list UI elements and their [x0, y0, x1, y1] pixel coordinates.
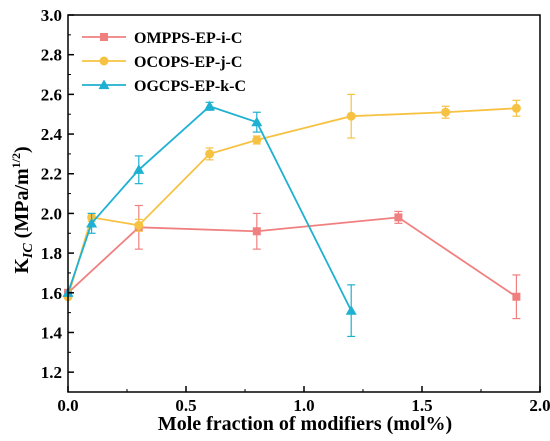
y-tick-label: 1.8	[41, 244, 62, 263]
data-point	[346, 111, 356, 121]
y-tick-label: 2.8	[41, 46, 62, 65]
x-tick-label: 1.5	[411, 396, 432, 415]
legend-label: OGCPS-EP-k-C	[134, 78, 246, 95]
legend-marker	[100, 33, 108, 41]
x-tick-label: 0.5	[175, 396, 196, 415]
data-point	[134, 220, 144, 230]
legend-label: OMPPS-EP-i-C	[134, 30, 242, 47]
y-tick-label: 3.0	[41, 6, 62, 25]
data-point	[133, 164, 145, 174]
legend-label: OCOPS-EP-j-C	[134, 54, 242, 71]
legend-marker	[98, 79, 110, 90]
data-point	[252, 135, 262, 145]
y-tick-label: 1.4	[41, 323, 63, 342]
x-axis-title: Mole fraction of modifiers (mol%)	[158, 413, 452, 435]
y-axis-ticks: 1.2 1.4 1.6 1.8 2.0 2.2 2.4 2.6 2.8 3.0	[41, 6, 74, 382]
data-point	[345, 305, 357, 315]
legend: OMPPS-EP-i-C OCOPS-EP-j-C OGCPS-EP-k-C	[82, 30, 246, 95]
data-point	[205, 149, 215, 159]
y-tick-label: 2.2	[41, 165, 62, 184]
data-point	[204, 100, 216, 111]
plot-layer	[62, 93, 521, 338]
data-point	[511, 103, 521, 113]
data-point	[251, 116, 263, 127]
series-2	[63, 93, 521, 302]
data-point	[252, 227, 261, 236]
x-axis-ticks: 0.0 0.5 1.0 1.5 2.0	[57, 386, 550, 415]
y-tick-label: 1.6	[41, 284, 62, 303]
y-axis-title-superscript: 1/2	[9, 153, 23, 168]
x-tick-label: 2.0	[529, 396, 550, 415]
series-1	[64, 204, 521, 320]
series-line	[67, 105, 353, 312]
data-point	[512, 292, 521, 301]
series-3	[62, 100, 357, 338]
y-axis-title-unit: (MPa/m	[11, 168, 33, 243]
data-point	[86, 217, 98, 228]
x-tick-label: 0.0	[57, 396, 78, 415]
y-tick-label: 1.2	[41, 363, 62, 382]
y-axis-title-close: )	[11, 146, 33, 153]
series-line	[67, 107, 517, 298]
x-tick-label: 1.0	[293, 396, 314, 415]
y-axis-title-subscript: IC	[21, 243, 36, 259]
data-point	[441, 107, 451, 117]
plot-frame	[67, 14, 541, 393]
y-tick-label: 2.6	[41, 85, 62, 104]
y-tick-label: 2.4	[41, 125, 63, 144]
y-axis-title-main: K	[11, 258, 33, 274]
legend-marker	[99, 56, 109, 66]
y-tick-label: 2.0	[41, 204, 62, 223]
y-axis-title: KIC (MPa/m1/2)	[9, 146, 36, 273]
data-point	[394, 213, 403, 222]
